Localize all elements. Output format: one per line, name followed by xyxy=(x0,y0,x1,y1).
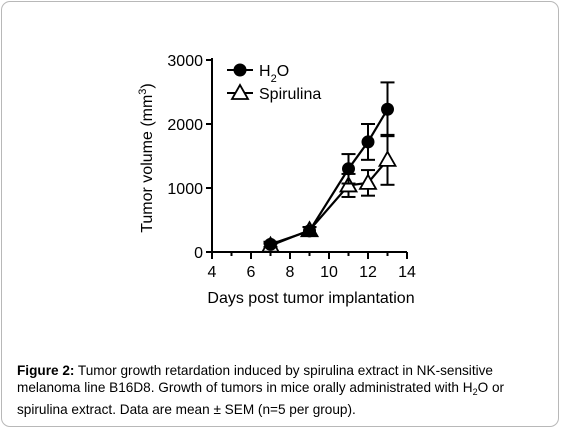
x-tick-labels: 4 6 8 10 12 14 xyxy=(208,264,416,281)
caption-label: Figure 2: xyxy=(17,363,75,378)
data-point-h2o xyxy=(381,102,394,116)
legend-spirulina-label: Spirulina xyxy=(259,86,321,103)
x-axis-label: Days post tumor implantation xyxy=(207,290,414,307)
data-point-h2o xyxy=(361,135,375,149)
tumor-growth-chart: 0 1000 2000 3000 4 6 8 10 12 14 Days post tumor … xyxy=(137,53,416,307)
data-point-spirulina xyxy=(358,173,378,190)
data-point-h2o xyxy=(264,237,277,251)
y-tick-label: 0 xyxy=(194,245,203,262)
legend-h2o-marker xyxy=(233,63,247,77)
x-tick-label: 8 xyxy=(286,264,295,281)
legend: H2O Spirulina xyxy=(227,63,321,103)
x-tick-label: 6 xyxy=(247,264,256,281)
x-tick-label: 4 xyxy=(208,264,217,281)
legend-spirulina-marker xyxy=(230,83,250,100)
caption-text-2: O or spirulina extract. Data are mean ± … xyxy=(17,380,505,417)
x-tick-label: 10 xyxy=(320,264,338,281)
figure-caption: Figure 2: Tumor growth retardation induc… xyxy=(17,362,547,418)
y-tick-label: 3000 xyxy=(167,53,203,70)
data-point-h2o xyxy=(342,162,355,176)
legend-item-h2o: H2O xyxy=(227,63,289,85)
legend-h2o-label: H2O xyxy=(259,63,289,85)
caption-subscript: 2 xyxy=(472,387,478,397)
x-tick-label: 12 xyxy=(359,264,377,281)
data-marks xyxy=(260,81,398,253)
caption-text-1: Tumor growth retardation induced by spir… xyxy=(17,363,493,395)
series-line-spirulina xyxy=(270,159,389,247)
y-axis-label: Tumor volume (mm3) xyxy=(137,83,156,233)
y-tick-label: 2000 xyxy=(167,117,203,134)
data-point-h2o xyxy=(303,224,316,238)
axes xyxy=(206,58,408,259)
legend-item-spirulina: Spirulina xyxy=(227,83,321,103)
y-tick-labels: 0 1000 2000 3000 xyxy=(167,53,203,262)
y-tick-label: 1000 xyxy=(167,181,203,198)
x-tick-label: 14 xyxy=(398,264,416,281)
data-point-spirulina xyxy=(377,150,398,167)
